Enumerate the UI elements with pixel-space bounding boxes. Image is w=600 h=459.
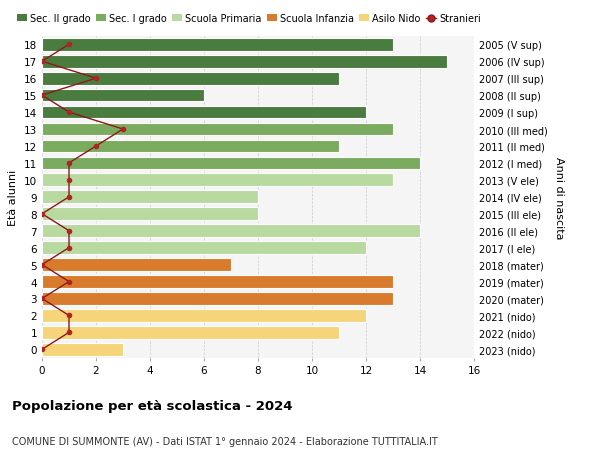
Bar (42, 174, 393, 187)
Text: COMUNE DI SUMMONTE (AV) - Dati ISTAT 1° gennaio 2024 - Elaborazione TUTTITALIA.I: COMUNE DI SUMMONTE (AV) - Dati ISTAT 1° … (12, 436, 438, 446)
Bar (42, 56, 447, 68)
Bar (42, 140, 339, 153)
Bar (42, 208, 258, 221)
Bar (42, 275, 393, 288)
Bar (42, 157, 420, 170)
Bar (42, 309, 366, 322)
Text: Popolazione per età scolastica - 2024: Popolazione per età scolastica - 2024 (12, 399, 293, 412)
Bar (42, 326, 339, 339)
Bar (42, 292, 393, 305)
Legend: Sec. II grado, Sec. I grado, Scuola Primaria, Scuola Infanzia, Asilo Nido, Stran: Sec. II grado, Sec. I grado, Scuola Prim… (17, 14, 481, 24)
Bar (42, 123, 393, 136)
Bar (42, 343, 123, 356)
Bar (42, 73, 339, 85)
Bar (42, 39, 393, 51)
Bar (42, 106, 366, 119)
Y-axis label: Anni di nascita: Anni di nascita (554, 156, 564, 239)
Bar (42, 191, 258, 204)
Bar (42, 225, 420, 237)
Y-axis label: Età alunni: Età alunni (8, 169, 19, 225)
Bar (42, 242, 366, 254)
Bar (42, 259, 231, 271)
Bar (42, 90, 204, 102)
